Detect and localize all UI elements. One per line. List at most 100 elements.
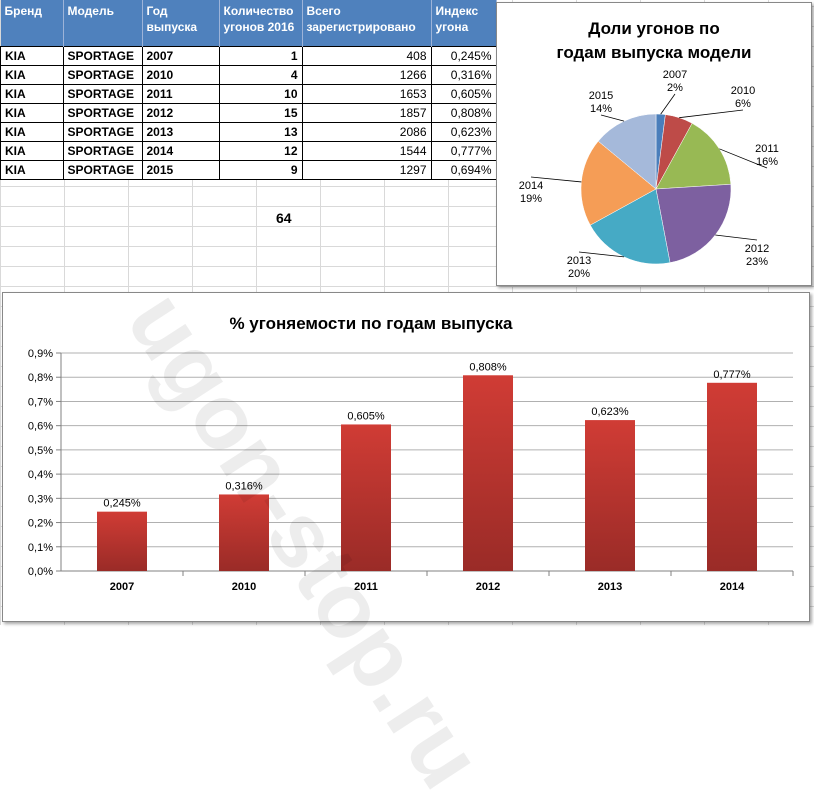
registered-cell: 408	[301, 46, 432, 66]
year-cell: 2007	[141, 46, 220, 66]
thefts-cell: 12	[218, 141, 303, 161]
thefts-cell: 1	[218, 46, 303, 66]
brand-cell: KIA	[0, 65, 64, 85]
registered-cell: 1544	[301, 141, 432, 161]
bar-value-label: 0,623%	[591, 406, 629, 418]
pie-slice-2013	[589, 188, 671, 265]
index-cell: 0,316%	[430, 65, 497, 85]
index-cell: 0,245%	[430, 46, 497, 66]
registered-cell: 2086	[301, 122, 432, 142]
bar-2007	[97, 511, 147, 571]
pie-label-value: 16%	[756, 156, 778, 168]
year-cell: 2014	[141, 141, 220, 161]
model-cell: SPORTAGE	[62, 46, 143, 66]
pie-leader-line	[660, 93, 676, 115]
header-brand: Бренд	[0, 0, 64, 47]
pie-label-category: 2012	[745, 243, 769, 255]
table-row: KIA SPORTAGE 2015 9 1297 0,694%	[0, 160, 497, 180]
model-cell: SPORTAGE	[62, 141, 143, 161]
y-tick-label: 0,9%	[28, 348, 53, 360]
bar-2010	[219, 494, 269, 571]
table-row: KIA SPORTAGE 2010 4 1266 0,316%	[0, 65, 497, 85]
y-tick-label: 0,5%	[28, 445, 53, 457]
x-tick-label: 2012	[476, 581, 500, 593]
model-cell: SPORTAGE	[62, 103, 143, 123]
brand-cell: KIA	[0, 46, 64, 66]
pie-slice-2011	[655, 122, 732, 190]
pie-label-category: 2011	[755, 143, 779, 155]
brand-cell: KIA	[0, 122, 64, 142]
registered-cell: 1266	[301, 65, 432, 85]
thefts-cell: 13	[218, 122, 303, 142]
thefts-cell: 4	[218, 65, 303, 85]
pie-leader-line	[578, 251, 625, 258]
header-index: Индекс угона	[431, 0, 497, 47]
brand-cell: KIA	[0, 160, 64, 180]
pie-label-category: 2015	[589, 90, 613, 102]
bar-2013	[585, 420, 635, 571]
header-registered: Всего зарегистрировано	[302, 0, 432, 47]
pie-label-value: 23%	[746, 256, 768, 268]
header-thefts: Количество угонов 2016	[219, 0, 303, 47]
pie-label-value: 6%	[735, 98, 751, 110]
pie-label-value: 2%	[667, 82, 683, 94]
pie-label-category: 2014	[519, 180, 543, 192]
pie-title: Доли угонов по годам выпуска модели	[557, 19, 752, 62]
x-tick-label: 2013	[598, 581, 622, 593]
table-row: KIA SPORTAGE 2013 13 2086 0,623%	[0, 122, 497, 142]
model-cell: SPORTAGE	[62, 65, 143, 85]
bar-value-label: 0,605%	[347, 410, 385, 422]
index-cell: 0,605%	[430, 84, 497, 104]
index-cell: 0,694%	[430, 160, 497, 180]
table-row: KIA SPORTAGE 2007 1 408 0,245%	[0, 46, 497, 66]
y-tick-label: 0,3%	[28, 493, 53, 505]
table-header-row: Бренд Модель Год выпуска Количество угон…	[0, 0, 497, 47]
registered-cell: 1857	[301, 103, 432, 123]
index-cell: 0,777%	[430, 141, 497, 161]
registered-cell: 1653	[301, 84, 432, 104]
y-tick-label: 0,4%	[28, 469, 53, 481]
bar-2012	[463, 375, 513, 571]
x-tick-label: 2010	[232, 581, 256, 593]
pie-label-category: 2013	[567, 255, 591, 267]
bar-2014	[707, 382, 757, 571]
year-cell: 2013	[141, 122, 220, 142]
y-tick-label: 0,2%	[28, 518, 53, 530]
model-cell: SPORTAGE	[62, 84, 143, 104]
y-tick-label: 0,1%	[28, 542, 53, 554]
y-tick-label: 0,0%	[28, 566, 53, 578]
pie-chart-panel: Доли угонов по годам выпуска модели 2007 2%…	[496, 2, 812, 286]
bar-title: % угоняемости по годам выпуска	[229, 314, 513, 333]
data-table: Бренд Модель Год выпуска Количество угон…	[0, 0, 497, 180]
pie-label-value: 14%	[590, 103, 612, 115]
bar-value-label: 0,316%	[225, 480, 263, 492]
bar-chart-panel: % угоняемости по годам выпуска 0,0% 0,1% 0,…	[2, 292, 810, 622]
header-model: Модель	[63, 0, 143, 47]
table-row: KIA SPORTAGE 2012 15 1857 0,808%	[0, 103, 497, 123]
bar-value-label: 0,777%	[713, 369, 751, 381]
model-cell: SPORTAGE	[62, 122, 143, 142]
y-tick-label: 0,6%	[28, 421, 53, 433]
brand-cell: KIA	[0, 141, 64, 161]
pie-slice-2014	[580, 140, 657, 226]
thefts-cell: 10	[218, 84, 303, 104]
model-cell: SPORTAGE	[62, 160, 143, 180]
bar-value-label: 0,808%	[469, 361, 507, 373]
table-row: KIA SPORTAGE 2011 10 1653 0,605%	[0, 84, 497, 104]
pie-leader-line	[600, 114, 625, 122]
bar-chart: % угоняемости по годам выпуска 0,0% 0,1% 0,…	[28, 314, 794, 593]
pie-slice-2015	[597, 113, 657, 190]
pie-label-category: 2007	[663, 69, 687, 81]
x-tick-label: 2007	[110, 581, 134, 593]
x-tick-label: 2014	[720, 581, 745, 593]
header-year: Год выпуска	[142, 0, 220, 47]
year-cell: 2012	[141, 103, 220, 123]
pie-leader-line	[530, 176, 582, 183]
index-cell: 0,623%	[430, 122, 497, 142]
bar-value-label: 0,245%	[103, 498, 141, 510]
year-cell: 2015	[141, 160, 220, 180]
y-tick-label: 0,8%	[28, 372, 53, 384]
thefts-cell: 9	[218, 160, 303, 180]
pie-label-value: 20%	[568, 268, 590, 280]
pie-label-value: 19%	[520, 193, 542, 205]
